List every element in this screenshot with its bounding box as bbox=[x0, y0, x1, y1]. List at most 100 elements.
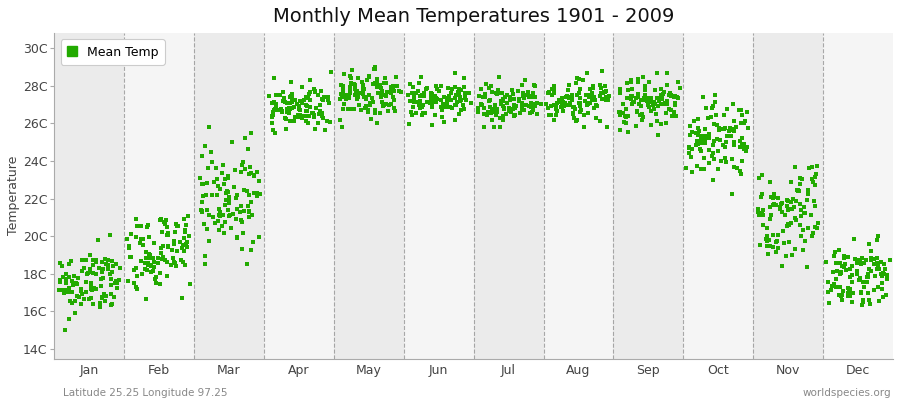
Point bbox=[667, 94, 681, 100]
Point bbox=[370, 120, 384, 126]
Point bbox=[212, 213, 227, 219]
Point bbox=[637, 87, 652, 93]
Point bbox=[548, 106, 562, 112]
Point bbox=[483, 110, 498, 116]
Point bbox=[601, 93, 616, 99]
Point bbox=[507, 103, 521, 110]
Point bbox=[401, 92, 416, 98]
Point bbox=[871, 261, 886, 268]
Point bbox=[266, 127, 280, 134]
Point bbox=[444, 90, 458, 96]
Point bbox=[275, 89, 290, 95]
Point bbox=[672, 85, 687, 91]
Point bbox=[356, 82, 371, 88]
Point bbox=[580, 110, 595, 116]
Point bbox=[411, 102, 426, 108]
Point bbox=[796, 210, 811, 216]
Point bbox=[793, 175, 807, 181]
Point bbox=[313, 108, 328, 114]
Point bbox=[822, 300, 836, 306]
Point bbox=[511, 88, 526, 94]
Point bbox=[436, 119, 451, 125]
Point bbox=[682, 132, 697, 138]
Point bbox=[488, 102, 502, 109]
Point bbox=[382, 101, 396, 108]
Point bbox=[845, 279, 859, 286]
Point bbox=[634, 112, 648, 118]
Point bbox=[555, 108, 570, 114]
Point bbox=[729, 165, 743, 171]
Point bbox=[338, 71, 352, 77]
Point bbox=[738, 117, 752, 124]
Point bbox=[824, 287, 838, 293]
Point bbox=[183, 281, 197, 287]
Point bbox=[667, 109, 681, 115]
Point bbox=[833, 260, 848, 266]
Point bbox=[306, 85, 320, 92]
Point bbox=[367, 64, 382, 70]
Point bbox=[711, 166, 725, 172]
Point bbox=[94, 276, 109, 282]
Point bbox=[618, 120, 633, 126]
Point bbox=[138, 266, 152, 272]
Point bbox=[99, 261, 113, 267]
Point bbox=[419, 86, 434, 92]
Point bbox=[583, 100, 598, 106]
Point bbox=[153, 216, 167, 223]
Point bbox=[486, 106, 500, 112]
Point bbox=[312, 102, 327, 108]
Point bbox=[771, 245, 786, 252]
Point bbox=[842, 290, 856, 296]
Point bbox=[733, 138, 747, 144]
Point bbox=[158, 220, 172, 227]
Point bbox=[167, 259, 182, 265]
Point bbox=[500, 92, 515, 98]
Point bbox=[799, 197, 814, 204]
Point bbox=[809, 170, 824, 177]
Point bbox=[756, 222, 770, 228]
Point bbox=[864, 257, 878, 264]
Point bbox=[545, 86, 560, 92]
Point bbox=[284, 100, 298, 107]
Point bbox=[300, 102, 314, 109]
Point bbox=[521, 94, 535, 100]
Point bbox=[662, 89, 677, 96]
Point bbox=[93, 304, 107, 310]
Point bbox=[659, 120, 673, 126]
Point bbox=[712, 124, 726, 131]
Point bbox=[108, 280, 122, 286]
Point bbox=[646, 106, 661, 113]
Point bbox=[662, 92, 677, 99]
Point bbox=[168, 229, 183, 235]
Point bbox=[434, 104, 448, 110]
Point bbox=[706, 142, 721, 148]
Point bbox=[372, 82, 386, 89]
Point bbox=[356, 84, 370, 91]
Point bbox=[202, 124, 216, 130]
Point bbox=[726, 142, 741, 148]
Point bbox=[766, 202, 780, 208]
Point bbox=[734, 158, 749, 165]
Point bbox=[737, 146, 751, 152]
Point bbox=[569, 118, 583, 124]
Point bbox=[829, 260, 843, 266]
Point bbox=[563, 94, 578, 100]
Point bbox=[104, 276, 118, 282]
Point bbox=[218, 218, 232, 225]
Point bbox=[139, 296, 153, 302]
Point bbox=[379, 92, 393, 99]
Point bbox=[419, 84, 434, 91]
Point bbox=[630, 108, 644, 114]
Point bbox=[484, 106, 499, 113]
Point bbox=[415, 102, 429, 109]
Point bbox=[233, 217, 248, 223]
Point bbox=[235, 162, 249, 168]
Point bbox=[598, 89, 612, 95]
Point bbox=[448, 102, 463, 108]
Point bbox=[290, 101, 304, 108]
Point bbox=[668, 92, 682, 99]
Point bbox=[788, 246, 802, 252]
Point bbox=[198, 260, 212, 267]
Point bbox=[707, 137, 722, 144]
Point bbox=[613, 111, 627, 118]
